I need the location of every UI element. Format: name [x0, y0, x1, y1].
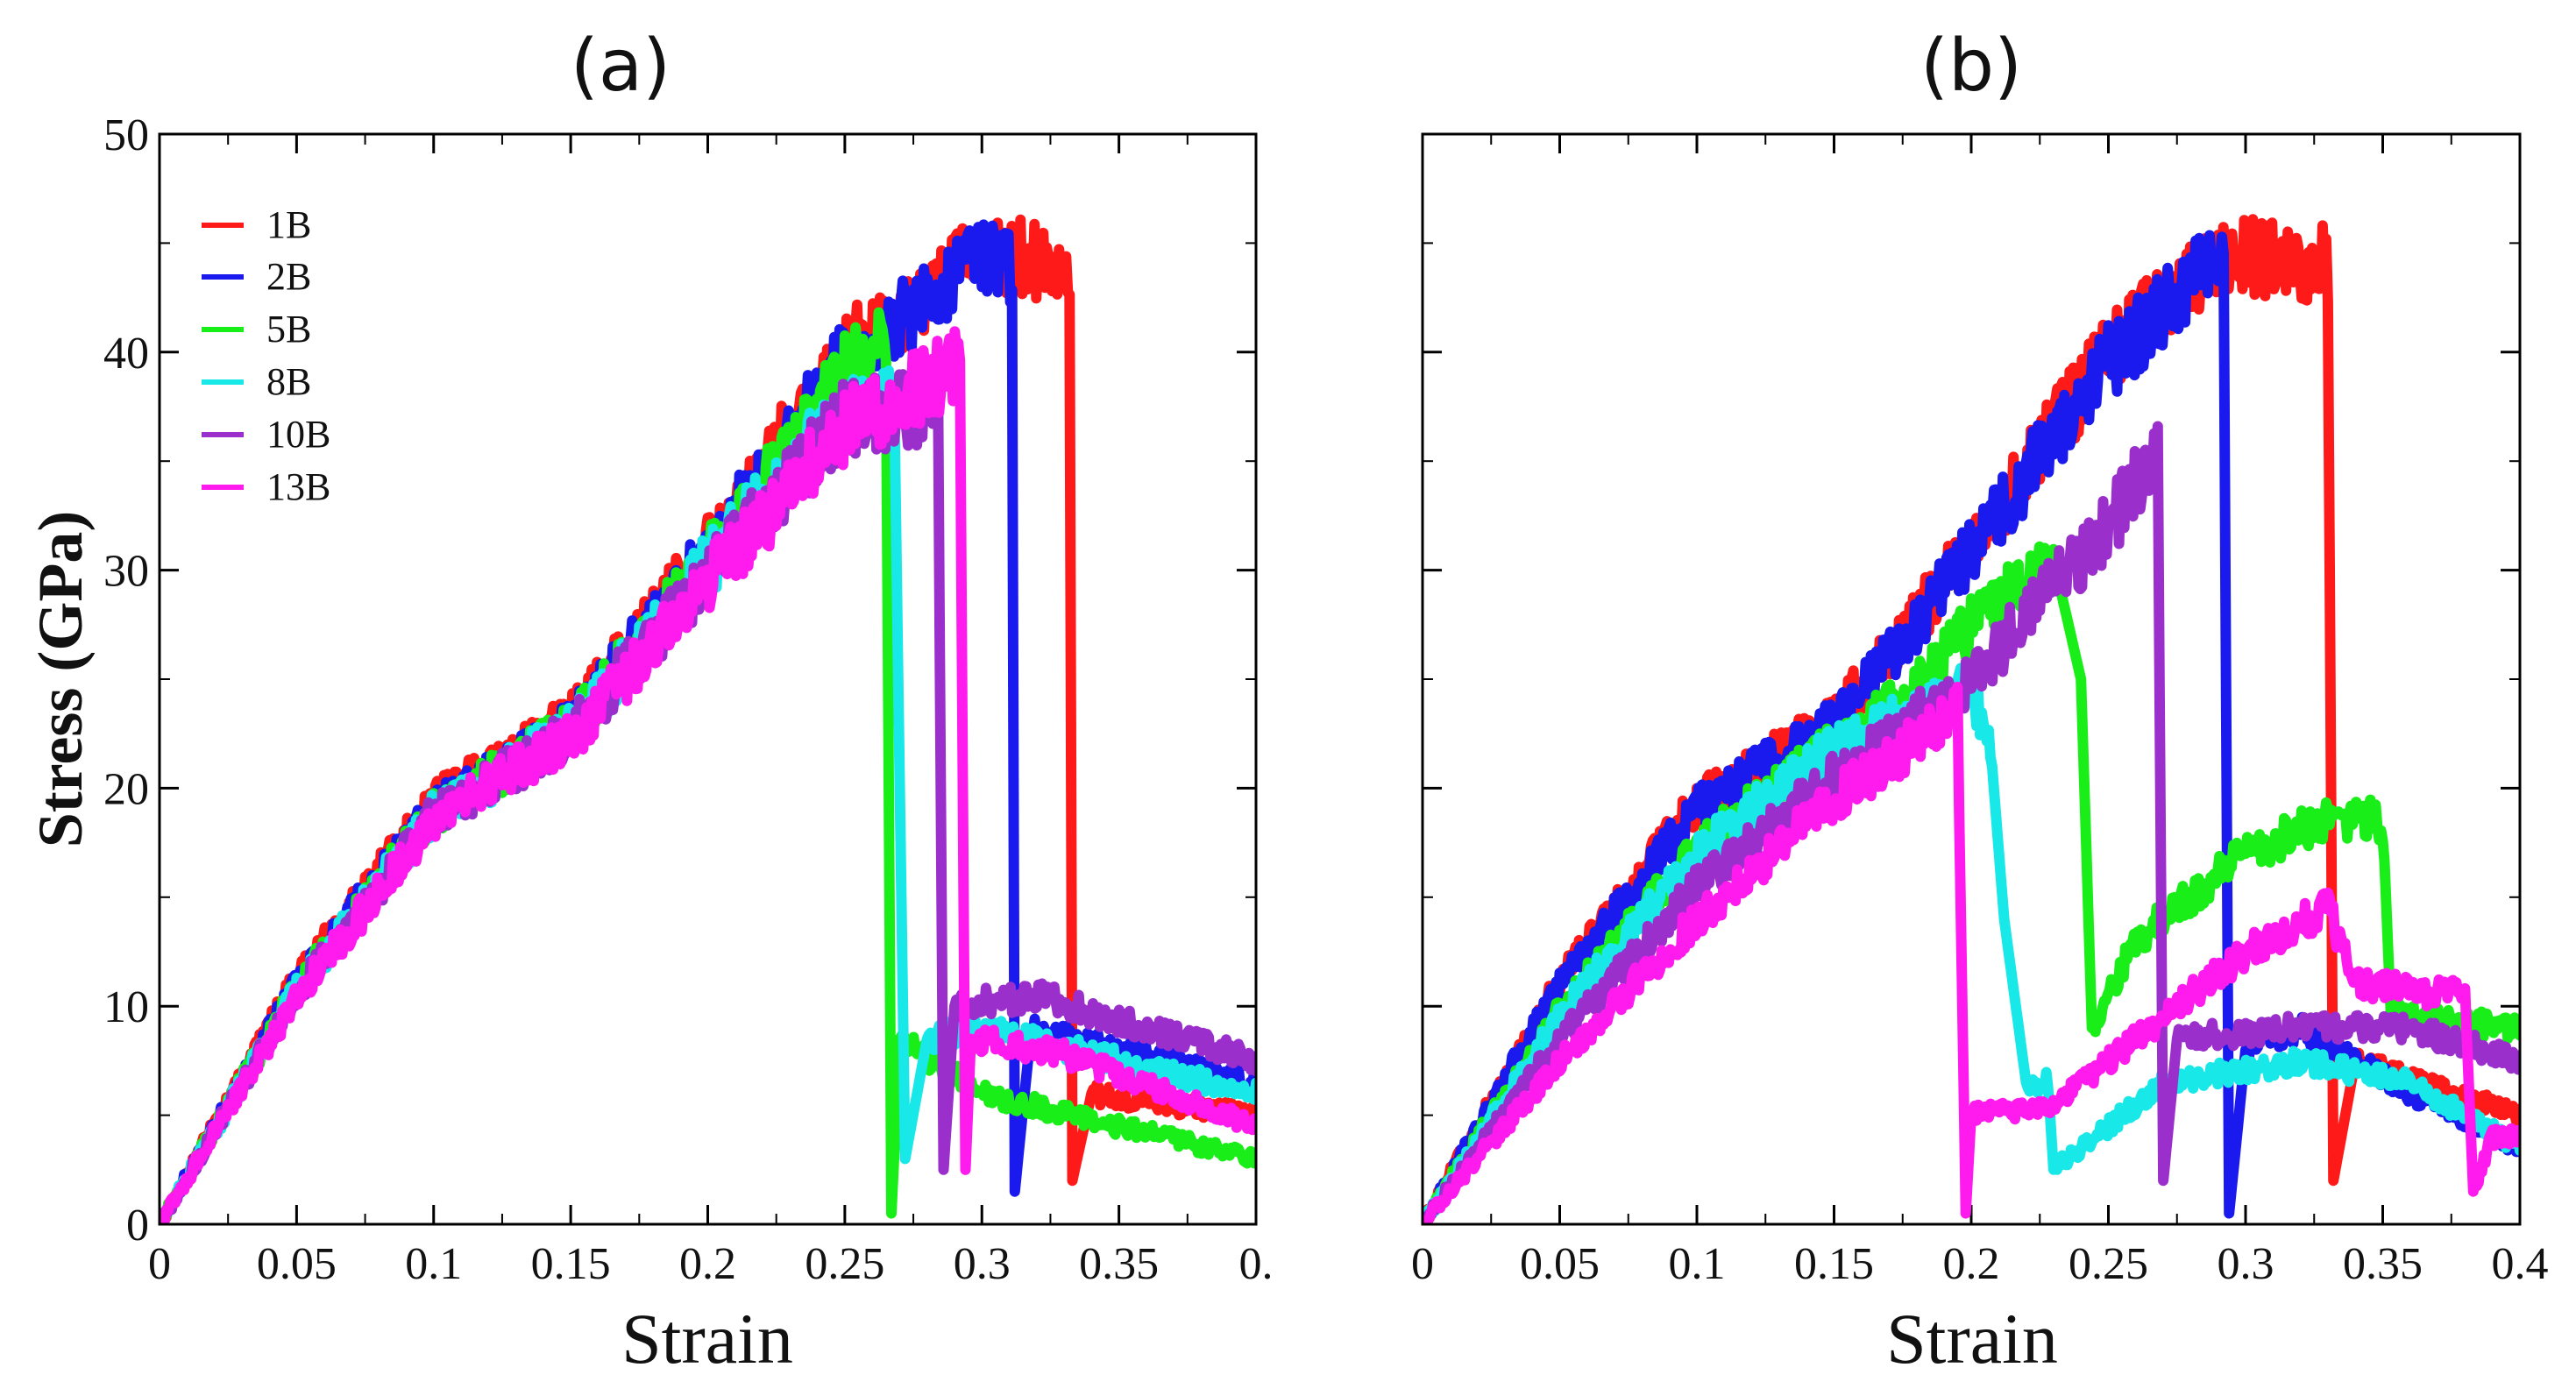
- y-tick-label: 40: [103, 329, 149, 379]
- panel-b-label: (b): [1920, 25, 2022, 108]
- panel-a-x-tick-label: 0.15: [531, 1239, 611, 1289]
- legend-label-2b: 2B: [266, 255, 311, 298]
- y-tick-label: 20: [103, 764, 149, 814]
- panel-b: (b) Strain 0 0.05 0.1 0.15 0.2 0.25 0.3 0.35 0.4: [1411, 25, 2549, 1378]
- stress-strain-figure: (a) Stress (GPa) Strain 0 0.05 0.1 0.15 0.2 0…: [0, 0, 2576, 1396]
- panel-a-x-tick-label: 0.2: [679, 1239, 736, 1289]
- y-axis-label: Stress (GPa): [25, 511, 96, 848]
- legend-entry-2b: 2B: [202, 255, 311, 298]
- panel-b-x-tick-label: 0.4: [2492, 1239, 2549, 1289]
- panel-a-x-tick-label: 0.: [1239, 1239, 1274, 1289]
- legend-entry-8b: 8B: [202, 360, 311, 403]
- legend: 1B 2B 5B 8B 10B 13B: [202, 203, 330, 508]
- panel-a-x-tick-label: 0.35: [1079, 1239, 1159, 1289]
- panel-b-series: [1423, 219, 2520, 1227]
- y-tick-label: 10: [103, 982, 149, 1032]
- legend-entry-1b: 1B: [202, 203, 311, 246]
- panel-a-x-tick-label: 0.25: [805, 1239, 884, 1289]
- panel-a: (a) Stress (GPa) Strain 0 0.05 0.1 0.15 0.2 0…: [25, 25, 1274, 1378]
- panel-a-label: (a): [571, 25, 671, 108]
- panel-b-x-tick-label: 0.1: [1669, 1239, 1726, 1289]
- y-tick-label: 30: [103, 547, 149, 597]
- legend-label-8b: 8B: [266, 360, 311, 403]
- panel-b-x-axis-label: Strain: [1886, 1299, 2058, 1378]
- legend-entry-5b: 5B: [202, 308, 311, 351]
- panel-a-x-tick-label: 0.05: [257, 1239, 337, 1289]
- panel-b-x-tick-label: 0.25: [2069, 1239, 2148, 1289]
- panel-a-series-2b: [160, 224, 1256, 1224]
- panel-b-x-tick-label: 0.3: [2218, 1239, 2274, 1289]
- legend-label-5b: 5B: [266, 308, 311, 351]
- panel-b-x-tick-label: 0.05: [1520, 1239, 1600, 1289]
- y-tick-label: 50: [103, 110, 149, 160]
- legend-entry-10b: 10B: [202, 413, 330, 456]
- legend-label-13b: 13B: [266, 465, 330, 508]
- y-tick-label: 0: [126, 1201, 149, 1251]
- panel-b-x-tick-label: 0.15: [1794, 1239, 1874, 1289]
- panel-a-series-1b: [160, 220, 1256, 1224]
- panel-a-series: [160, 220, 1256, 1224]
- panel-b-x-tick-label: 0.2: [1943, 1239, 2000, 1289]
- legend-label-10b: 10B: [266, 413, 330, 456]
- legend-entry-13b: 13B: [202, 465, 330, 508]
- panel-b-x-tick-label: 0: [1411, 1239, 1434, 1289]
- panel-a-x-tick-label: 0.3: [954, 1239, 1011, 1289]
- panel-a-x-axis-label: Strain: [621, 1299, 793, 1378]
- legend-label-1b: 1B: [266, 203, 311, 246]
- panel-a-x-tick-label: 0: [148, 1239, 171, 1289]
- panel-a-x-tick-label: 0.1: [405, 1239, 462, 1289]
- panel-b-x-tick-label: 0.35: [2343, 1239, 2423, 1289]
